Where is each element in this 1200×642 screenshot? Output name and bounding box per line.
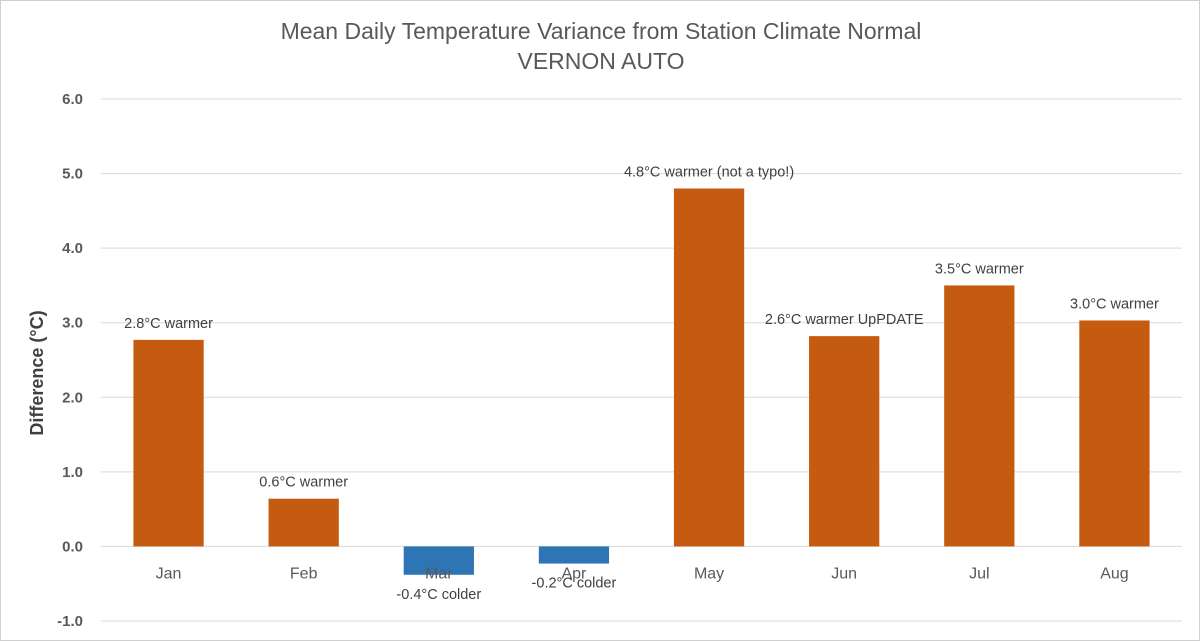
bars xyxy=(133,188,1150,575)
data-label: 4.8°C warmer (not a typo!) xyxy=(624,164,794,180)
y-tick-label: 0.0 xyxy=(62,538,83,555)
chart-title-group: Mean Daily Temperature Variance from Sta… xyxy=(281,18,922,74)
y-tick-label: 5.0 xyxy=(62,166,83,183)
y-tick-label: 2.0 xyxy=(62,389,83,406)
y-axis-title: Difference (°C) xyxy=(27,310,47,435)
bar-jan xyxy=(133,339,204,547)
category-label: Jul xyxy=(969,565,989,582)
category-label: Apr xyxy=(561,565,587,582)
data-label: 0.6°C warmer xyxy=(259,475,348,491)
y-tick-label: -1.0 xyxy=(57,613,83,630)
category-label: Jan xyxy=(156,565,182,582)
data-label: 3.0°C warmer xyxy=(1070,296,1159,312)
y-tick-label: 4.0 xyxy=(62,240,83,257)
category-label: Mar xyxy=(425,565,453,582)
y-tick-labels: 6.0 5.0 4.0 3.0 2.0 1.0 0.0 -1.0 xyxy=(57,91,83,630)
y-tick-label: 6.0 xyxy=(62,91,83,108)
y-tick-label: 1.0 xyxy=(62,464,83,481)
chart-subtitle: VERNON AUTO xyxy=(518,48,685,74)
bar-jun xyxy=(809,336,880,547)
data-label: -0.2°C colder xyxy=(532,576,617,592)
bar-feb xyxy=(268,498,339,547)
bar-mar xyxy=(403,546,474,575)
category-labels: Jan Feb Mar Apr May Jun Jul Aug xyxy=(156,565,1129,582)
data-label: 2.6°C warmer UpPDATE xyxy=(765,312,924,328)
data-labels: 2.8°C warmer 0.6°C warmer -0.4°C colder -0.… xyxy=(124,164,1159,602)
y-tick-label: 3.0 xyxy=(62,315,83,332)
bar-jul xyxy=(944,285,1015,547)
category-label: Feb xyxy=(290,565,318,582)
bar-may xyxy=(673,188,745,547)
category-label: Jun xyxy=(831,565,857,582)
chart-title: Mean Daily Temperature Variance from Sta… xyxy=(281,18,922,44)
category-label: Aug xyxy=(1100,565,1128,582)
category-label: May xyxy=(694,565,724,582)
bar-apr xyxy=(538,546,610,564)
data-label: 3.5°C warmer xyxy=(935,261,1024,277)
data-label: 2.8°C warmer xyxy=(124,316,213,332)
data-label: -0.4°C colder xyxy=(396,587,481,603)
bar-aug xyxy=(1079,320,1150,547)
